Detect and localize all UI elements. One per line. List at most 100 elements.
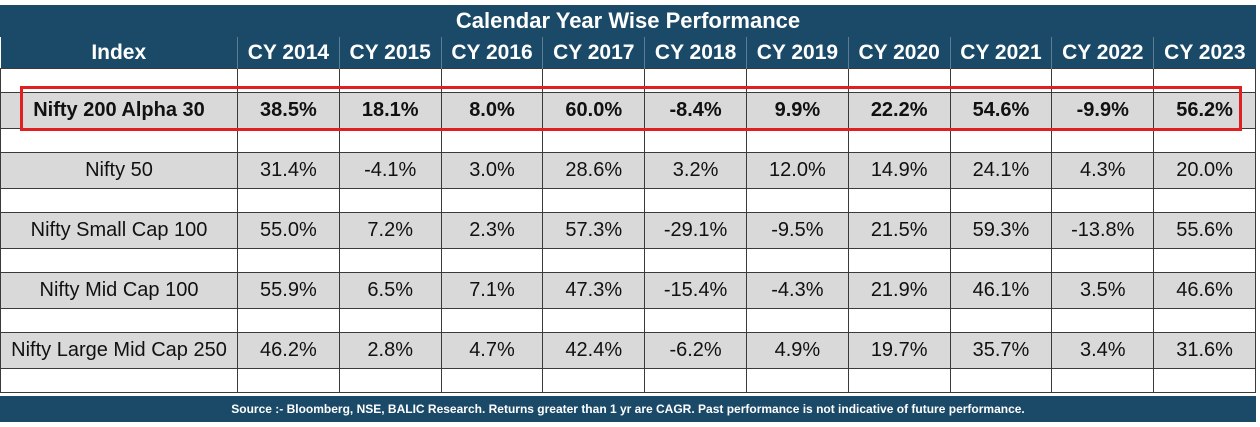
spacer-cell (847, 368, 951, 393)
spacer-row (0, 128, 1256, 153)
return-value-cell: 8.0% (440, 92, 544, 129)
spacer-cell (338, 308, 442, 333)
spacer-cell (338, 368, 442, 393)
column-header: CY 2015 (338, 37, 442, 69)
spacer-row (0, 308, 1256, 333)
return-value-cell: 3.2% (644, 152, 747, 189)
spacer-cell (847, 308, 951, 333)
return-value-cell: 2.3% (440, 212, 544, 249)
spacer-cell (440, 128, 544, 153)
return-value-cell: 4.3% (1051, 152, 1155, 189)
performance-table: Index CY 2014 CY 2015 CY 2016 CY 2017 CY… (0, 37, 1256, 393)
spacer-cell (644, 68, 747, 93)
spacer-cell (0, 68, 238, 93)
spacer-cell (237, 68, 340, 93)
table-row: Nifty Mid Cap 100 55.9% 6.5% 7.1% 47.3% -15.4… (0, 272, 1256, 309)
return-value-cell: 54.6% (949, 92, 1053, 129)
spacer-cell (745, 188, 849, 213)
column-header: CY 2022 (1051, 37, 1154, 69)
return-value-cell: 59.3% (949, 212, 1053, 249)
spacer-row (0, 188, 1256, 213)
return-value-cell: 21.9% (847, 272, 951, 309)
spacer-cell (1153, 128, 1256, 153)
return-value-cell: 21.5% (847, 212, 951, 249)
return-value-cell: 18.1% (338, 92, 442, 129)
spacer-cell (745, 308, 849, 333)
return-value-cell: 4.9% (745, 332, 849, 369)
spacer-cell (542, 248, 646, 273)
spacer-cell (644, 128, 747, 153)
table-row: Nifty 200 Alpha 30 38.5% 18.1% 8.0% 60.0% -8.… (0, 92, 1256, 129)
return-value-cell: 3.0% (440, 152, 544, 189)
table-row: Nifty Small Cap 100 55.0% 7.2% 2.3% 57.3% -29… (0, 212, 1256, 249)
spacer-cell (1051, 308, 1155, 333)
spacer-cell (1153, 368, 1256, 393)
index-name-cell: Nifty Small Cap 100 (0, 212, 238, 249)
spacer-cell (338, 188, 442, 213)
return-value-cell: 9.9% (745, 92, 849, 129)
spacer-cell (338, 248, 442, 273)
spacer-cell (1051, 248, 1155, 273)
column-header: CY 2016 (440, 37, 543, 69)
spacer-cell (745, 248, 849, 273)
table-row: Nifty 50 31.4% -4.1% 3.0% 28.6% 3.2% 12.0% 14.9… (0, 152, 1256, 189)
spacer-cell (237, 128, 340, 153)
return-value-cell: 28.6% (542, 152, 646, 189)
spacer-cell (1153, 248, 1256, 273)
column-header: CY 2021 (949, 37, 1052, 69)
spacer-cell (847, 68, 951, 93)
spacer-cell (237, 368, 340, 393)
return-value-cell: 31.6% (1153, 332, 1256, 369)
spacer-cell (1051, 128, 1155, 153)
spacer-cell (644, 368, 747, 393)
return-value-cell: 46.2% (237, 332, 340, 369)
spacer-cell (0, 308, 238, 333)
return-value-cell: -15.4% (644, 272, 747, 309)
spacer-cell (644, 308, 747, 333)
spacer-cell (745, 128, 849, 153)
return-value-cell: 2.8% (338, 332, 442, 369)
return-value-cell: 55.9% (237, 272, 340, 309)
return-value-cell: 55.6% (1153, 212, 1256, 249)
spacer-cell (847, 128, 951, 153)
return-value-cell: 7.2% (338, 212, 442, 249)
return-value-cell: -4.1% (338, 152, 442, 189)
return-value-cell: 3.5% (1051, 272, 1155, 309)
column-header: CY 2023 (1153, 37, 1256, 69)
spacer-cell (440, 308, 544, 333)
column-header: CY 2014 (237, 37, 340, 69)
return-value-cell: 55.0% (237, 212, 340, 249)
spacer-cell (542, 368, 646, 393)
index-name-cell: Nifty 50 (0, 152, 238, 189)
return-value-cell: 3.4% (1051, 332, 1155, 369)
return-value-cell: 22.2% (847, 92, 951, 129)
spacer-cell (1051, 68, 1155, 93)
spacer-cell (440, 248, 544, 273)
column-header: CY 2017 (542, 37, 645, 69)
spacer-cell (1153, 308, 1256, 333)
spacer-cell (1051, 368, 1155, 393)
spacer-cell (847, 248, 951, 273)
spacer-row (0, 68, 1256, 93)
column-header: CY 2019 (745, 37, 849, 69)
return-value-cell: -9.9% (1051, 92, 1155, 129)
return-value-cell: -9.5% (745, 212, 849, 249)
table-body: Nifty 200 Alpha 30 38.5% 18.1% 8.0% 60.0% -8.… (0, 68, 1256, 393)
return-value-cell: 47.3% (542, 272, 646, 309)
return-value-cell: 46.6% (1153, 272, 1256, 309)
spacer-cell (847, 188, 951, 213)
header-row: Index CY 2014 CY 2015 CY 2016 CY 2017 CY… (0, 37, 1256, 69)
return-value-cell: 14.9% (847, 152, 951, 189)
table-title: Calendar Year Wise Performance (0, 5, 1256, 37)
spacer-cell (542, 308, 646, 333)
spacer-cell (949, 248, 1053, 273)
return-value-cell: -13.8% (1051, 212, 1155, 249)
spacer-cell (949, 188, 1053, 213)
index-name-cell: Nifty Large Mid Cap 250 (0, 332, 238, 369)
return-value-cell: 24.1% (949, 152, 1053, 189)
spacer-cell (338, 128, 442, 153)
spacer-cell (644, 248, 747, 273)
spacer-cell (745, 68, 849, 93)
spacer-cell (644, 188, 747, 213)
spacer-cell (745, 368, 849, 393)
